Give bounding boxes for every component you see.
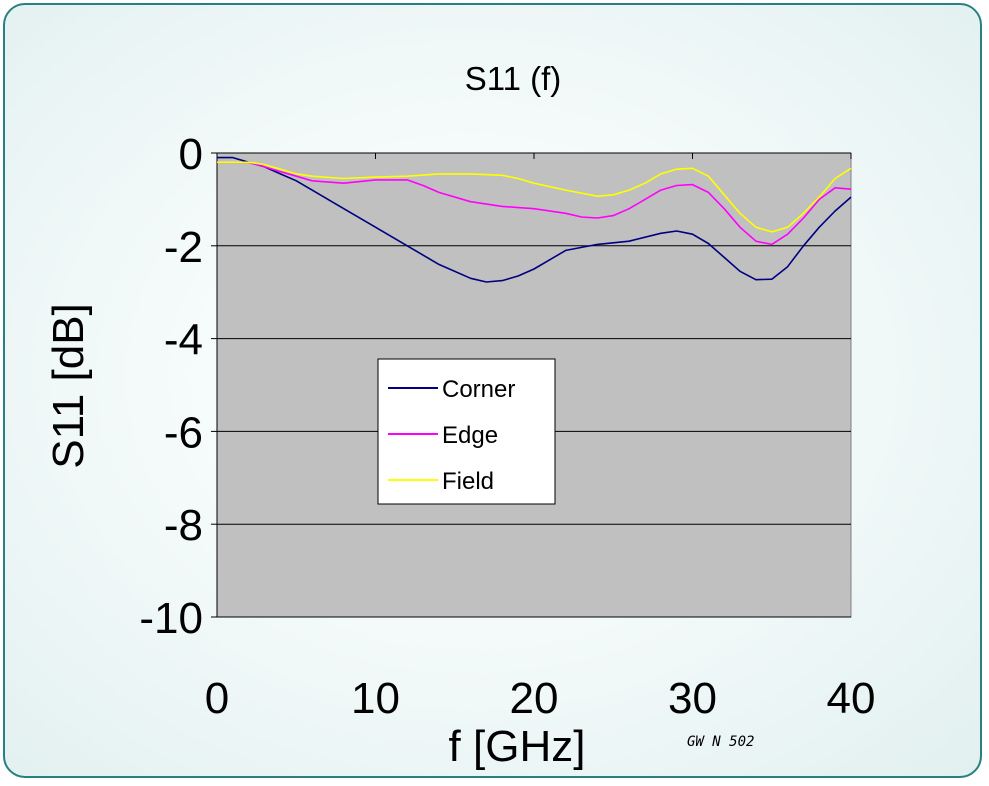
legend: Corner Edge Field bbox=[377, 358, 556, 505]
y-tick-label-3: -6 bbox=[164, 408, 203, 457]
legend-label-edge: Edge bbox=[442, 422, 498, 449]
legend-label-corner: Corner bbox=[442, 376, 515, 403]
x-tick-label-4: 40 bbox=[827, 674, 876, 723]
y-tick-label-0: 0 bbox=[179, 130, 203, 179]
series-line-corner bbox=[217, 156, 852, 283]
series-line-edge bbox=[217, 161, 852, 246]
x-tick-label-2: 20 bbox=[510, 674, 559, 723]
chart-title: S11 (f) bbox=[465, 60, 562, 97]
y-tick-label-2: -4 bbox=[164, 316, 203, 365]
x-tick-label-0: 0 bbox=[205, 674, 229, 723]
x-axis: 0 10 20 30 40 bbox=[205, 674, 876, 723]
y-tick-label-4: -8 bbox=[164, 501, 203, 550]
slide-frame: S11 (f) 0 -2 -4 -6 -8 -10 0 10 20 30 40 f [GHz] S… bbox=[3, 3, 982, 778]
slide-code: GW N 502 bbox=[687, 734, 754, 750]
y-axis-label: S11 [dB] bbox=[44, 303, 93, 469]
y-tick-label-5: -10 bbox=[139, 594, 203, 643]
x-axis-label: f [GHz] bbox=[449, 722, 586, 771]
y-tick-label-1: -2 bbox=[164, 223, 203, 272]
x-tick-label-1: 10 bbox=[351, 674, 400, 723]
s11-chart: S11 (f) 0 -2 -4 -6 -8 -10 0 10 20 30 40 f [GHz] S… bbox=[44, 60, 876, 771]
x-tick-label-3: 30 bbox=[668, 674, 717, 723]
legend-label-field: Field bbox=[442, 468, 494, 495]
y-axis: 0 -2 -4 -6 -8 -10 bbox=[139, 130, 217, 643]
series-line-field bbox=[217, 161, 852, 233]
